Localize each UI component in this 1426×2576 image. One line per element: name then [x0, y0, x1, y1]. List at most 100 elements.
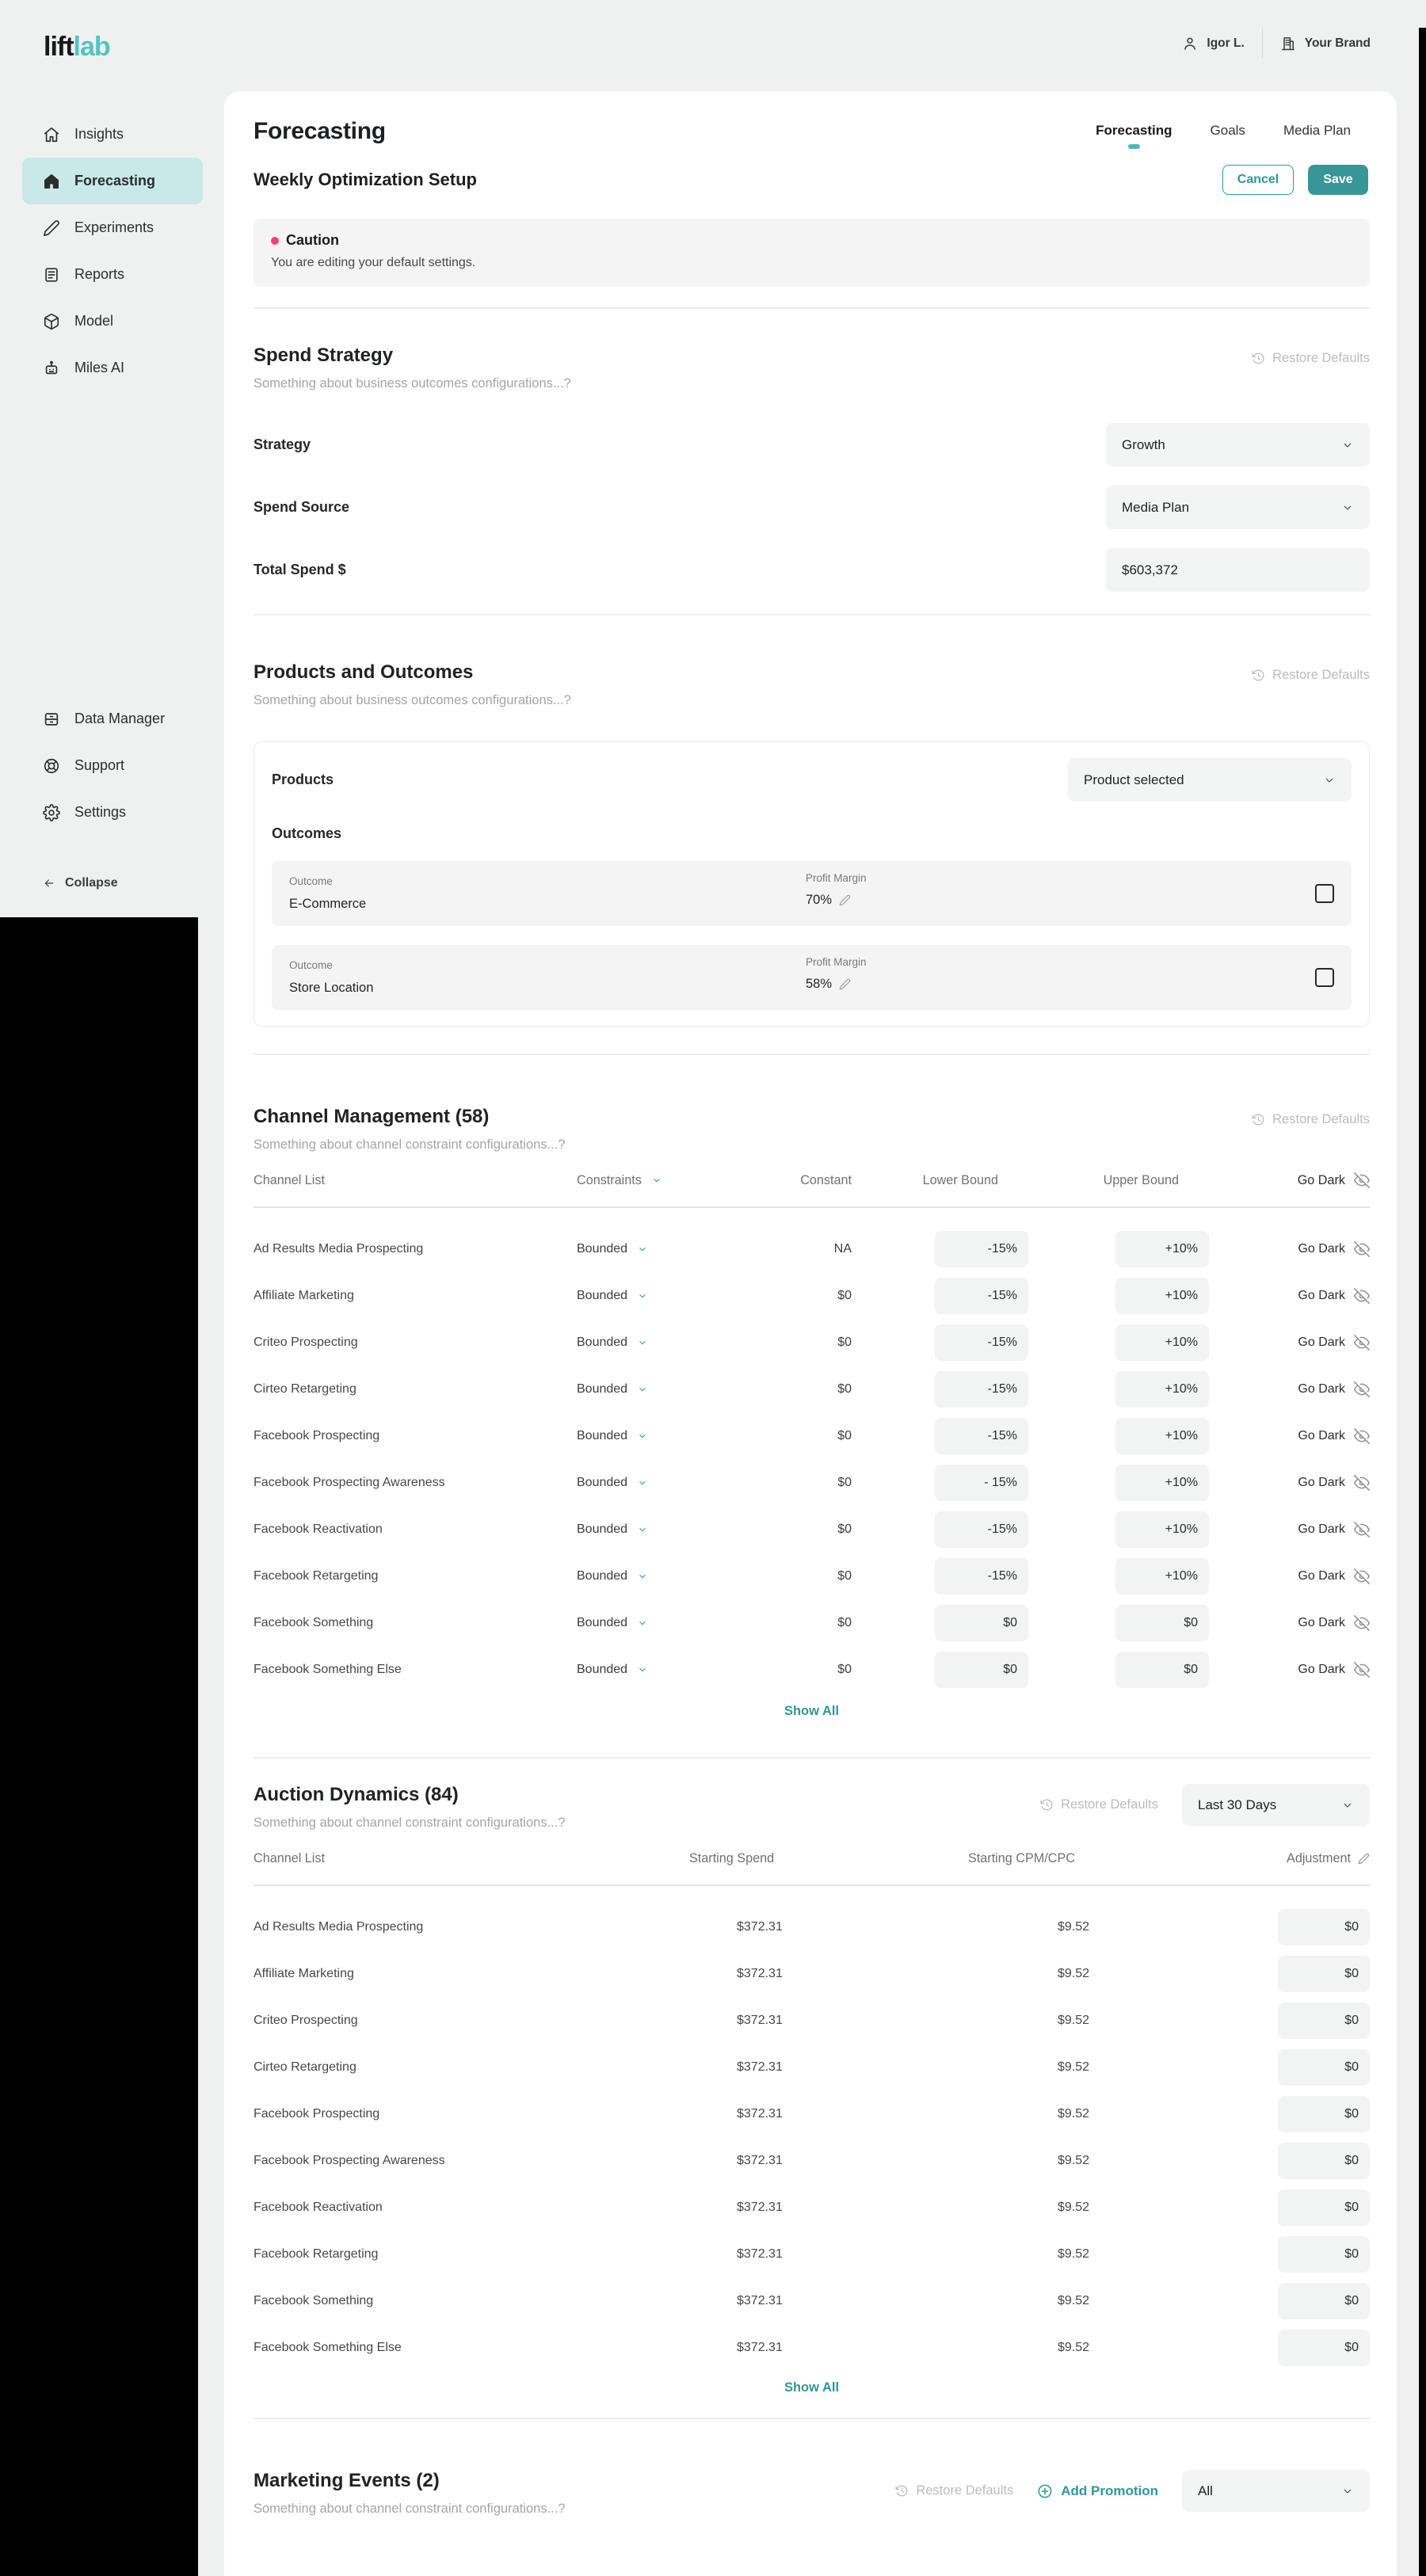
sidebar-item-model[interactable]: Model: [22, 298, 203, 345]
page-tabs: Forecasting Goals Media Plan: [1096, 123, 1351, 149]
total-spend-input[interactable]: $603,372: [1106, 548, 1370, 592]
go-dark-button[interactable]: Go Dark: [1298, 1474, 1370, 1491]
tab-media-plan[interactable]: Media Plan: [1283, 123, 1351, 149]
starting-cpm-value: $9.52: [1058, 2200, 1090, 2214]
upper-bound-input[interactable]: +10%: [1115, 1511, 1209, 1548]
constraint-select[interactable]: Bounded: [577, 1242, 696, 1256]
sidebar-item-experiments[interactable]: Experiments: [22, 204, 203, 251]
show-all-link[interactable]: Show All: [784, 2380, 840, 2395]
auction-dynamics-title: Auction Dynamics (84): [254, 1784, 459, 1805]
adjustment-input[interactable]: $0: [1278, 2282, 1370, 2319]
go-dark-button[interactable]: Go Dark: [1298, 1521, 1370, 1538]
sidebar-item-insights[interactable]: Insights: [22, 111, 203, 158]
upper-bound-input[interactable]: +10%: [1115, 1370, 1209, 1408]
upper-bound-input[interactable]: +10%: [1115, 1464, 1209, 1501]
restore-defaults-button[interactable]: Restore Defaults: [895, 2483, 1013, 2498]
lower-bound-input[interactable]: -15%: [935, 1324, 1028, 1361]
constraint-select[interactable]: Bounded: [577, 1616, 696, 1630]
adjustment-input[interactable]: $0: [1278, 1955, 1370, 1992]
lower-bound-input[interactable]: -15%: [935, 1230, 1028, 1267]
sidebar-item-settings[interactable]: Settings: [22, 789, 203, 836]
chevron-down-icon: [637, 1431, 648, 1442]
go-dark-button[interactable]: Go Dark: [1298, 1661, 1370, 1678]
constraint-select[interactable]: Bounded: [577, 1336, 696, 1350]
save-button[interactable]: Save: [1308, 165, 1368, 195]
arrow-left-icon: [43, 877, 55, 890]
channel-name: Affiliate Marketing: [254, 1966, 354, 1980]
cancel-button[interactable]: Cancel: [1222, 165, 1294, 195]
pencil-icon[interactable]: [839, 978, 851, 990]
liftlab-logo[interactable]: liftlab: [44, 32, 111, 62]
restore-defaults-button[interactable]: Restore Defaults: [1252, 1112, 1370, 1127]
adjustment-input[interactable]: $0: [1278, 2002, 1370, 2039]
go-dark-button[interactable]: Go Dark: [1298, 1568, 1370, 1584]
go-dark-button[interactable]: Go Dark: [1298, 1287, 1370, 1304]
lower-bound-input[interactable]: -15%: [935, 1417, 1028, 1454]
go-dark-button[interactable]: Go Dark: [1298, 1240, 1370, 1257]
sidebar-item-support[interactable]: Support: [22, 742, 203, 789]
pencil-icon[interactable]: [839, 894, 851, 906]
add-promotion-button[interactable]: Add Promotion: [1037, 2483, 1158, 2499]
go-dark-button[interactable]: Go Dark: [1298, 1381, 1370, 1397]
upper-bound-input[interactable]: +10%: [1115, 1417, 1209, 1454]
lower-bound-input[interactable]: $0: [935, 1604, 1028, 1641]
lower-bound-input[interactable]: $0: [935, 1651, 1028, 1688]
channel-name: Facebook Something: [254, 2293, 374, 2307]
upper-bound-input[interactable]: $0: [1115, 1651, 1209, 1688]
adjustment-input[interactable]: $0: [1278, 2142, 1370, 2179]
sidebar-item-reports[interactable]: Reports: [22, 251, 203, 298]
constraint-select[interactable]: Bounded: [577, 1382, 696, 1397]
sidebar-item-data-manager[interactable]: Data Manager: [22, 695, 203, 742]
col-go-dark[interactable]: Go Dark: [1209, 1172, 1370, 1188]
constraint-select[interactable]: Bounded: [577, 1522, 696, 1537]
lower-bound-input[interactable]: - 15%: [935, 1464, 1028, 1501]
user-menu[interactable]: Igor L.: [1182, 36, 1245, 51]
go-dark-button[interactable]: Go Dark: [1298, 1334, 1370, 1351]
lower-bound-input[interactable]: -15%: [935, 1557, 1028, 1595]
constraint-select[interactable]: Bounded: [577, 1289, 696, 1303]
lower-bound-input[interactable]: -15%: [935, 1370, 1028, 1408]
upper-bound-input[interactable]: $0: [1115, 1604, 1209, 1641]
lower-bound-input[interactable]: -15%: [935, 1277, 1028, 1314]
period-select[interactable]: Last 30 Days: [1182, 1784, 1370, 1826]
events-filter-select[interactable]: All: [1182, 2470, 1370, 2512]
adjustment-input[interactable]: $0: [1278, 1908, 1370, 1945]
go-dark-button[interactable]: Go Dark: [1298, 1427, 1370, 1444]
restore-defaults-button[interactable]: Restore Defaults: [1252, 351, 1370, 366]
adjustment-input[interactable]: $0: [1278, 2235, 1370, 2273]
upper-bound-input[interactable]: +10%: [1115, 1230, 1209, 1267]
brand-menu[interactable]: Your Brand: [1280, 36, 1371, 51]
outcome-checkbox[interactable]: [1315, 968, 1334, 987]
marketing-events-subtitle: Something about channel constraint confi…: [254, 2502, 566, 2516]
collapse-button[interactable]: Collapse: [22, 865, 118, 901]
restore-defaults-button[interactable]: Restore Defaults: [1040, 1797, 1158, 1812]
restore-icon: [895, 2484, 909, 2498]
tab-forecasting[interactable]: Forecasting: [1096, 123, 1172, 149]
pencil-icon[interactable]: [1358, 1853, 1370, 1865]
tab-goals[interactable]: Goals: [1211, 123, 1245, 149]
upper-bound-input[interactable]: +10%: [1115, 1277, 1209, 1314]
lower-bound-input[interactable]: -15%: [935, 1511, 1028, 1548]
constraint-select[interactable]: Bounded: [577, 1429, 696, 1443]
outcome-checkbox[interactable]: [1315, 884, 1334, 903]
constraint-select[interactable]: Bounded: [577, 1663, 696, 1677]
restore-defaults-button[interactable]: Restore Defaults: [1252, 668, 1370, 683]
strategy-select[interactable]: Growth: [1106, 423, 1370, 467]
product-select[interactable]: Product selected: [1068, 758, 1352, 802]
upper-bound-cell: +10%: [1028, 1230, 1209, 1267]
show-all-link[interactable]: Show All: [784, 1704, 840, 1718]
upper-bound-input[interactable]: +10%: [1115, 1324, 1209, 1361]
caution-title: Caution: [286, 232, 339, 248]
adjustment-input[interactable]: $0: [1278, 2048, 1370, 2086]
adjustment-input[interactable]: $0: [1278, 2189, 1370, 2226]
adjustment-input[interactable]: $0: [1278, 2329, 1370, 2366]
sidebar-item-miles-ai[interactable]: Miles AI: [22, 345, 203, 391]
go-dark-button[interactable]: Go Dark: [1298, 1614, 1370, 1631]
upper-bound-input[interactable]: +10%: [1115, 1557, 1209, 1595]
col-constraints[interactable]: Constraints: [577, 1173, 696, 1188]
sidebar-item-forecasting[interactable]: Forecasting: [22, 158, 203, 204]
constraint-select[interactable]: Bounded: [577, 1476, 696, 1490]
spend-source-select[interactable]: Media Plan: [1106, 486, 1370, 529]
adjustment-input[interactable]: $0: [1278, 2095, 1370, 2132]
constraint-select[interactable]: Bounded: [577, 1569, 696, 1583]
